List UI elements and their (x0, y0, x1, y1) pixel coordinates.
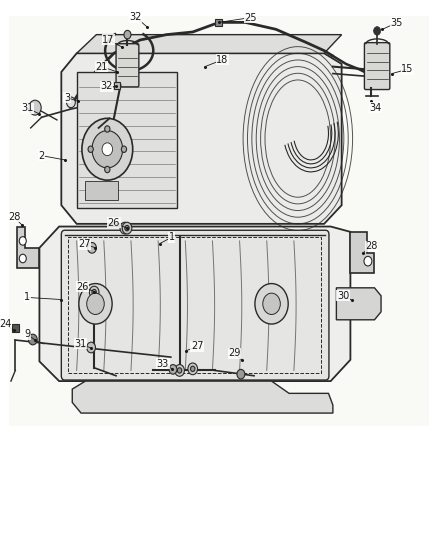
Text: 32: 32 (130, 12, 142, 22)
Bar (12, 324, 19, 332)
Text: 24: 24 (0, 319, 11, 329)
Circle shape (79, 284, 112, 324)
Circle shape (88, 146, 93, 152)
Circle shape (175, 365, 184, 376)
Circle shape (82, 118, 133, 180)
FancyBboxPatch shape (364, 43, 390, 90)
Circle shape (125, 225, 129, 231)
Circle shape (67, 97, 75, 108)
Bar (114, 82, 120, 89)
Text: 31: 31 (74, 339, 86, 349)
Circle shape (191, 366, 195, 372)
Text: 15: 15 (401, 64, 413, 74)
Bar (9, 16, 429, 426)
Circle shape (92, 289, 96, 295)
Polygon shape (72, 381, 333, 413)
Polygon shape (61, 53, 342, 224)
Circle shape (92, 131, 123, 168)
Text: 30: 30 (337, 291, 349, 301)
Circle shape (120, 222, 130, 234)
Circle shape (124, 30, 131, 39)
Text: 26: 26 (108, 218, 120, 228)
FancyBboxPatch shape (116, 44, 139, 87)
Polygon shape (39, 227, 350, 381)
Text: 35: 35 (390, 18, 403, 28)
Circle shape (102, 143, 113, 156)
Polygon shape (17, 227, 39, 268)
Circle shape (19, 254, 26, 263)
Circle shape (374, 27, 381, 35)
Circle shape (364, 256, 372, 266)
Bar (215, 19, 222, 26)
Circle shape (121, 146, 127, 152)
Text: 28: 28 (8, 212, 20, 222)
Circle shape (188, 363, 198, 375)
Bar (77, 72, 177, 208)
Text: 3: 3 (64, 93, 70, 102)
Circle shape (237, 369, 245, 379)
Circle shape (263, 293, 280, 314)
Circle shape (29, 100, 41, 115)
Text: 27: 27 (191, 342, 203, 351)
Text: 1: 1 (169, 232, 175, 242)
Circle shape (169, 365, 177, 374)
Circle shape (105, 126, 110, 132)
Circle shape (89, 286, 99, 298)
Circle shape (255, 284, 288, 324)
Bar (85, 181, 118, 200)
Text: 2: 2 (39, 151, 45, 160)
Text: 25: 25 (244, 13, 257, 22)
Text: 32: 32 (100, 82, 113, 91)
Bar (68, 237, 321, 373)
Text: 33: 33 (157, 359, 169, 368)
Text: 31: 31 (21, 103, 34, 113)
Text: 34: 34 (370, 103, 382, 112)
Circle shape (177, 368, 182, 373)
Circle shape (87, 293, 104, 314)
FancyBboxPatch shape (61, 230, 329, 380)
Circle shape (87, 342, 95, 353)
Text: 21: 21 (95, 62, 108, 71)
Polygon shape (350, 232, 374, 273)
Text: 1: 1 (24, 293, 30, 302)
Circle shape (105, 166, 110, 173)
Text: 17: 17 (102, 35, 115, 45)
Text: 26: 26 (76, 282, 88, 292)
Circle shape (88, 243, 96, 253)
Text: 29: 29 (228, 349, 240, 358)
Circle shape (19, 237, 26, 245)
Circle shape (28, 334, 37, 345)
Text: 9: 9 (24, 329, 30, 339)
Polygon shape (77, 35, 342, 53)
Text: 28: 28 (365, 241, 378, 251)
Circle shape (123, 225, 127, 231)
Circle shape (122, 222, 132, 234)
Polygon shape (336, 288, 381, 320)
Text: 18: 18 (216, 55, 229, 64)
Text: 27: 27 (78, 239, 91, 249)
